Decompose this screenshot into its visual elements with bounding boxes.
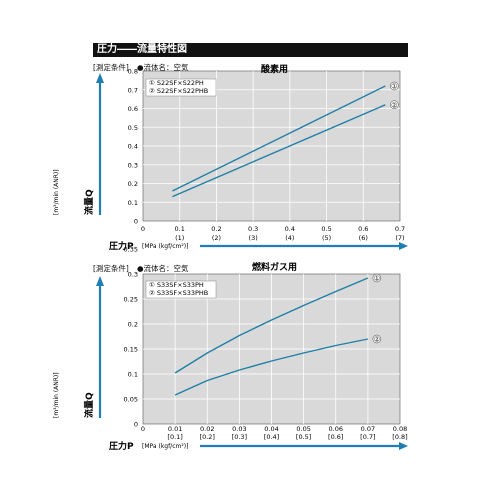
chart2-y-tick-label: 0 — [134, 421, 138, 429]
chart2-series-label-1: ① — [374, 275, 380, 283]
chart1-y-tick-label: 0.8 — [128, 68, 138, 76]
chart1-x-tick-label: 0.7 — [395, 225, 405, 233]
chart2-x-tick-label-secondary: [0.2] — [200, 433, 215, 441]
chart2-x-tick-label: 0.03 — [232, 425, 246, 433]
chart2-title: 燃料ガス用 — [252, 261, 297, 273]
chart1-y-axis-label: 流量Q — [83, 189, 95, 215]
chart2-x-tick-label: 0 — [141, 425, 145, 433]
chart2-x-tick-label-secondary: [0.3] — [232, 433, 247, 441]
chart1-legend-entry: ① S22SF×S22PH — [149, 79, 204, 87]
chart1-x-tick-label-secondary: (3) — [249, 234, 258, 242]
chart2-y-tick-label: 0.3 — [128, 271, 138, 279]
chart1-y-arrow-head — [96, 73, 104, 83]
chart2-x-tick-label-secondary: [0.7] — [360, 433, 375, 441]
chart1-y-axis-unit: [m³/min (ANR)] — [53, 169, 60, 215]
chart2-series-marker-1 — [372, 273, 382, 283]
chart2-y-tick-label: 0.25 — [124, 296, 138, 304]
conditions-fluid-1: ●流体名：空気 — [137, 63, 189, 72]
chart1-x-tick-label-secondary: (7) — [395, 234, 404, 242]
chart2-x-tick-label: 0.07 — [361, 425, 375, 433]
chart1-x-arrow-head — [399, 242, 408, 250]
chart2-x-tick-label-secondary: [0.8] — [392, 433, 407, 441]
chart1-x-tick-label: 0.6 — [358, 225, 368, 233]
chart2-legend-box — [145, 280, 217, 299]
header-bar — [93, 43, 408, 57]
chart1-y-tick-label: 0.4 — [128, 143, 138, 151]
chart1-y-tick-label: 0.2 — [128, 180, 138, 188]
chart2-x-tick-label: 0.02 — [200, 425, 214, 433]
chart1-x-tick-label-secondary: (4) — [285, 234, 294, 242]
chart1-y-tick-label: 0 — [134, 218, 138, 226]
page-title: 圧力――流量特性図 — [97, 44, 187, 55]
chart1-x-tick-label: 0.5 — [321, 225, 331, 233]
chart1-y-tick-label: 0.7 — [128, 86, 138, 94]
conditions-label-1: [測定条件] — [93, 63, 129, 72]
chart1-legend-box — [145, 78, 217, 97]
chart2-x-tick-label: 0.01 — [168, 425, 182, 433]
chart1-y-tick-label: 0.3 — [128, 161, 138, 169]
chart2-x-tick-label-secondary: [0.6] — [328, 433, 343, 441]
chart1-x-tick-label-secondary: (1) — [175, 234, 184, 242]
chart1-x-tick-label: 0.4 — [285, 225, 295, 233]
chart2-y-tick-label: 0.35 — [124, 246, 138, 254]
chart1-y-tick-label: 0.6 — [128, 105, 138, 113]
chart2-x-tick-label: 0.08 — [393, 425, 407, 433]
chart1-series-label-1: ① — [391, 83, 397, 91]
chart2-series-line-2 — [174, 338, 369, 396]
chart2-x-axis-label: 圧力P — [109, 440, 134, 452]
chart2-x-tick-label-secondary: [0.4] — [264, 433, 279, 441]
chart1-title: 酸素用 — [261, 63, 288, 75]
chart1-series-line-2 — [172, 104, 386, 198]
chart2-x-tick-label: 0.06 — [329, 425, 343, 433]
chart1-series-line-1 — [172, 85, 386, 192]
chart2-y-tick-label: 0.1 — [128, 371, 138, 379]
chart2-legend-entry: ① S33SF×S33PH — [149, 281, 204, 289]
chart1-x-tick-label-secondary: (2) — [212, 234, 221, 242]
chart2-x-tick-label: 0.04 — [264, 425, 278, 433]
chart1-series-label-2: ② — [391, 101, 397, 109]
chart2-x-arrow-head — [399, 442, 408, 450]
chart1-y-tick-label: 0.5 — [128, 124, 138, 132]
chart1-x-tick-label-secondary: (6) — [359, 234, 368, 242]
chart1-series-marker-1 — [390, 81, 399, 91]
chart1-x-tick-label: 0 — [141, 225, 145, 233]
chart1-x-tick-label: 0.3 — [248, 225, 258, 233]
chart1-series-marker-2 — [390, 100, 399, 109]
chart2-x-axis-unit: [MPa (kgf/cm²)] — [142, 443, 188, 450]
chart1-y-tick-label: 0.1 — [128, 199, 138, 207]
chart2-y-tick-label: 0.05 — [124, 396, 138, 404]
chart1-x-tick-label-secondary: (5) — [322, 234, 331, 242]
chart2-y-axis-unit: [m³/min (ANR)] — [53, 372, 60, 418]
chart2-y-arrow-head — [96, 276, 104, 286]
chart1-legend-entry: ② S22SF×S22PHB — [149, 87, 208, 95]
chart2-series-line-1 — [174, 277, 369, 374]
chart2-legend-entry: ② S33SF×S33PHB — [149, 289, 208, 297]
conditions-label-2: [測定条件] — [93, 264, 129, 273]
chart1-x-tick-label: 0.2 — [211, 225, 221, 233]
chart2-x-tick-label-secondary: [0.1] — [167, 433, 182, 441]
chart2-y-axis-label: 流量Q — [83, 392, 95, 418]
conditions-fluid-2: ●流体名：空気 — [137, 264, 189, 273]
chart2-series-marker-2 — [372, 334, 382, 344]
chart2-y-tick-label: 0.15 — [124, 346, 138, 354]
chart2-series-label-2: ② — [374, 336, 380, 344]
chart1-x-axis-label: 圧力P — [109, 240, 134, 252]
chart2-x-tick-label: 0.05 — [296, 425, 310, 433]
chart1-x-tick-label: 0.1 — [175, 225, 185, 233]
chart2-y-tick-label: 0.2 — [128, 321, 138, 329]
chart1-x-axis-unit: [MPa (kgf/cm²)] — [142, 243, 188, 250]
chart2-x-tick-label-secondary: [0.5] — [296, 433, 311, 441]
